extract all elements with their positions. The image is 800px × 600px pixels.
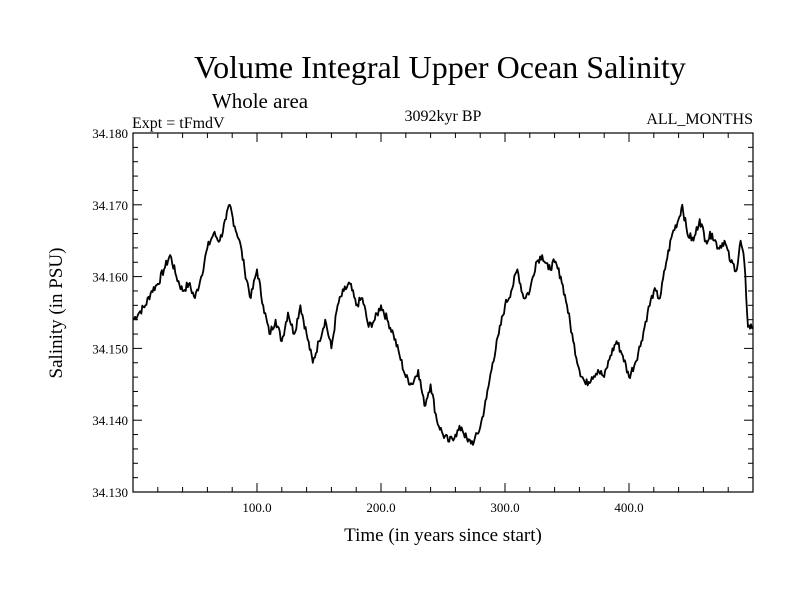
- experiment-label: Expt = tFmdV: [132, 115, 225, 132]
- time-period-label: 3092kyr BP: [405, 108, 482, 125]
- y-axis-label: Salinity (in PSU): [46, 248, 67, 379]
- chart-title: Volume Integral Upper Ocean Salinity: [194, 49, 686, 85]
- x-tick-label: 200.0: [366, 500, 395, 515]
- y-tick-label: 34.180: [92, 126, 128, 141]
- y-tick-label: 34.160: [92, 270, 128, 285]
- y-tick-label: 34.130: [92, 485, 128, 500]
- x-axis-label: Time (in years since start): [344, 525, 542, 546]
- y-tick-label: 34.140: [92, 413, 128, 428]
- x-tick-label: 100.0: [242, 500, 271, 515]
- chart-subtitle: Whole area: [212, 89, 309, 113]
- plot-area-frame: [132, 132, 754, 493]
- x-tick-label: 300.0: [490, 500, 519, 515]
- x-tick-label: 400.0: [614, 500, 643, 515]
- y-tick-label: 34.150: [92, 341, 128, 356]
- months-label: ALL_MONTHS: [646, 111, 753, 128]
- tick-labels: 100.0 200.0 300.0 400.0 34.130 34.140 34.150 34…: [92, 126, 643, 515]
- y-tick-label: 34.170: [92, 198, 128, 213]
- salinity-series-line: [132, 203, 754, 446]
- axis-ticks: [133, 132, 753, 493]
